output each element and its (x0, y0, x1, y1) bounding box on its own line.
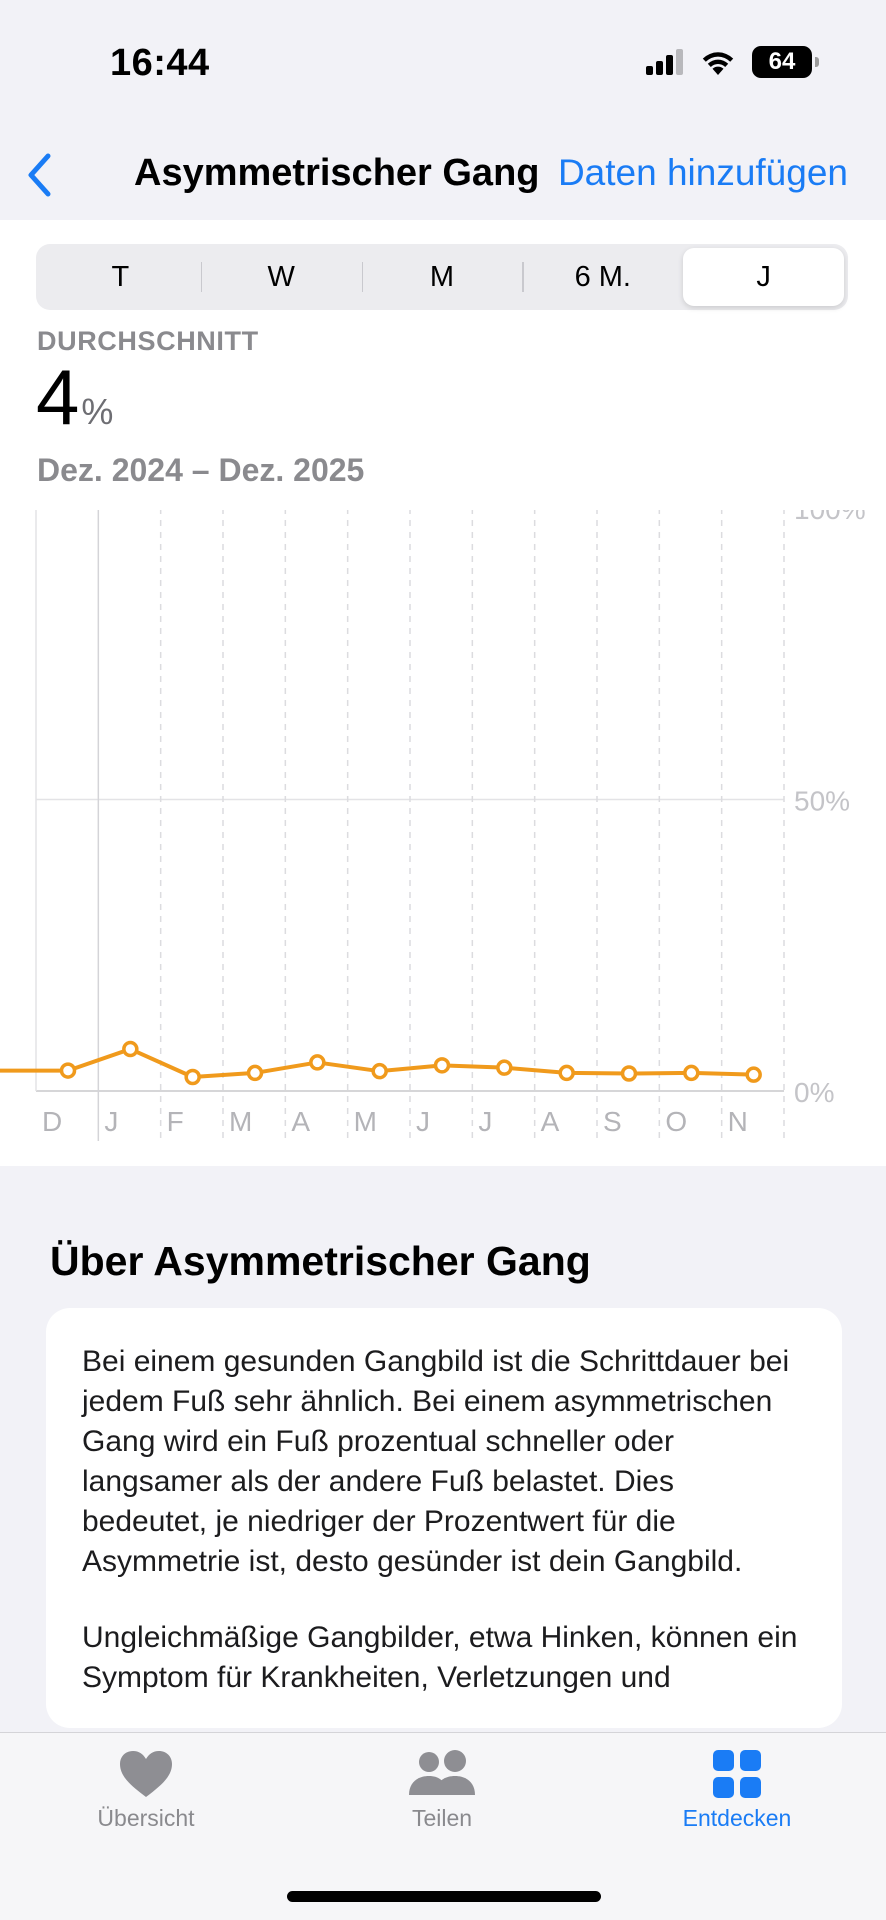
about-card: Bei einem gesunden Gangbild ist die Schr… (46, 1308, 842, 1728)
tab-sharing-label: Teilen (411, 1805, 473, 1831)
tab-browse[interactable]: Entdecken (627, 1749, 847, 1832)
asymmetry-line-chart[interactable]: 100% 50% 0% D J F M A M J J A S O N (0, 510, 886, 1170)
y-tick-label: 50% (794, 786, 850, 817)
data-point (433, 1057, 451, 1074)
x-tick-label: J (416, 1106, 430, 1137)
average-label: DURCHSCHNITT (37, 326, 259, 356)
about-paragraph: Ungleichmäßige Gangbilder, etwa Hinken, … (82, 1621, 798, 1694)
y-tick-label: 100% (794, 510, 866, 525)
data-point (683, 1064, 700, 1082)
home-indicator (287, 1891, 601, 1902)
data-point (620, 1065, 638, 1082)
data-point (371, 1062, 388, 1080)
segment-day[interactable]: T (111, 260, 130, 293)
x-tick-label: M (229, 1106, 252, 1137)
tab-summary[interactable]: Übersicht (36, 1749, 256, 1832)
x-tick-label: S (603, 1106, 622, 1137)
chevron-left-icon (28, 153, 51, 197)
add-data-button[interactable]: Daten hinzufügen (557, 152, 848, 193)
x-tick-label: M (354, 1106, 377, 1137)
status-time: 16:44 (110, 42, 210, 84)
data-point (59, 1062, 77, 1079)
average-number: 4 (36, 353, 80, 441)
x-tick-label: D (42, 1106, 62, 1137)
back-button[interactable] (14, 148, 64, 202)
data-point (122, 1040, 139, 1058)
x-tick-label: J (104, 1106, 118, 1137)
about-title: Über Asymmetrischer Gang (50, 1238, 591, 1284)
segment-six-months[interactable]: 6 M. (522, 248, 683, 306)
tab-browse-label: Entdecken (682, 1805, 792, 1831)
data-point (184, 1068, 201, 1086)
navigation-bar: Asymmetrischer Gang Daten hinzufügen (0, 130, 886, 220)
data-point (246, 1064, 264, 1082)
segment-month[interactable]: M (361, 248, 523, 306)
tab-bar: Übersicht Teilen Entdecken (0, 1732, 886, 1920)
wifi-icon (702, 52, 734, 75)
page-title: Asymmetrischer Gang (134, 152, 540, 194)
x-tick-label: O (665, 1106, 687, 1137)
x-tick-label: N (728, 1106, 748, 1137)
average-value: 4% (36, 358, 113, 436)
status-icons: 64 (646, 46, 819, 78)
date-range: Dez. 2024 – Dez. 2025 (37, 452, 365, 488)
x-tick-label: A (541, 1106, 560, 1137)
data-point (558, 1064, 575, 1082)
x-tick-label: F (167, 1106, 184, 1137)
cellular-signal-icon (646, 49, 683, 75)
data-point (309, 1054, 326, 1071)
tab-summary-label: Übersicht (97, 1805, 195, 1831)
x-tick-label: A (291, 1106, 310, 1137)
data-point (496, 1059, 513, 1076)
average-unit: % (81, 391, 114, 432)
chart-card: T W M 6 M. J DURCHSCHNITT 4% Dez. 2024 –… (0, 220, 886, 1166)
status-bar: 16:44 64 (0, 0, 886, 130)
y-tick-label: 0% (794, 1077, 834, 1108)
segment-week[interactable]: W (200, 248, 362, 306)
tab-sharing[interactable]: Teilen (332, 1749, 552, 1832)
segment-year[interactable]: J (683, 248, 844, 306)
grid-icon (713, 1750, 761, 1798)
data-point (745, 1066, 762, 1083)
about-paragraph: Bei einem gesunden Gangbild ist die Schr… (82, 1345, 790, 1578)
x-tick-label: J (478, 1106, 492, 1137)
heart-icon (120, 1751, 172, 1797)
time-range-picker: T W M 6 M. J (36, 244, 848, 310)
people-icon (409, 1750, 475, 1795)
battery-icon: 64 (752, 46, 819, 78)
